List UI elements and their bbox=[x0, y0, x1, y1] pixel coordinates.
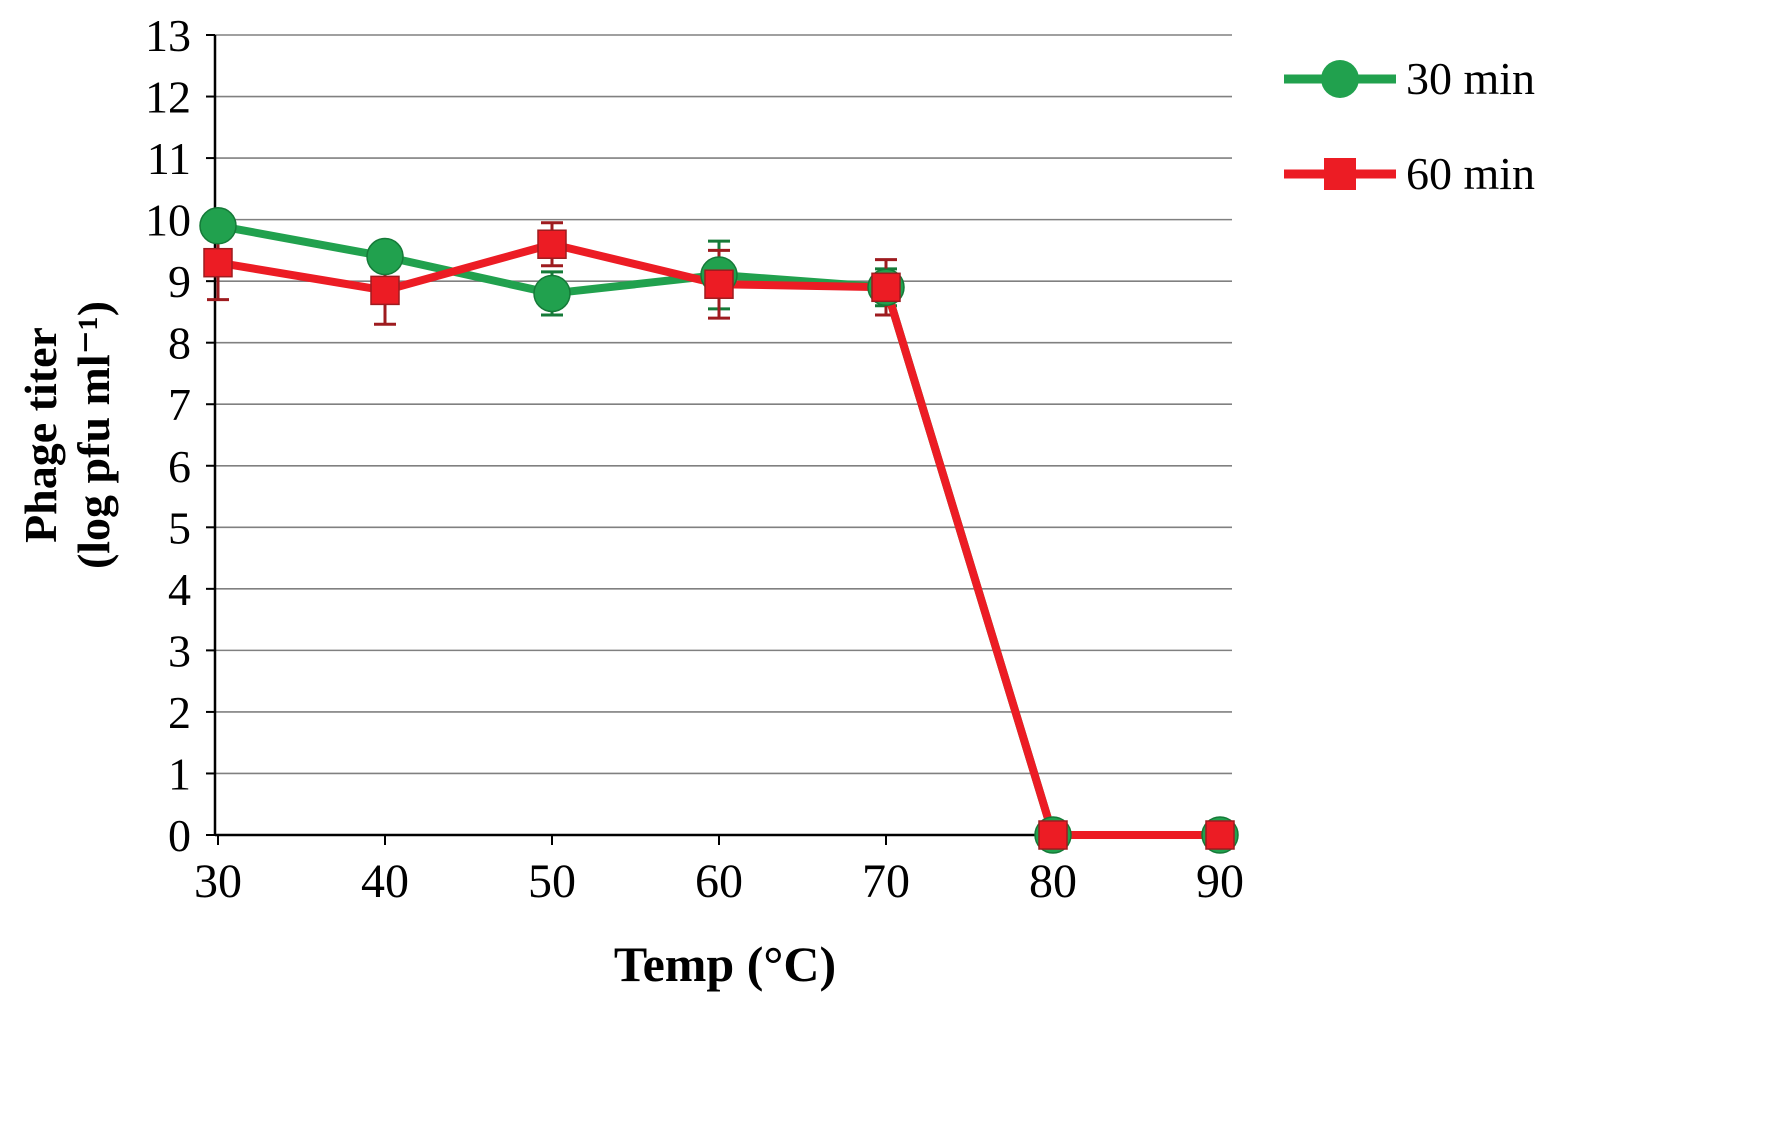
data-point-60-min-30 bbox=[203, 247, 233, 278]
x-tick-label-70: 70 bbox=[862, 855, 910, 908]
y-tick-label-4: 4 bbox=[168, 564, 191, 615]
y-tick-label-7: 7 bbox=[168, 379, 191, 430]
legend-swatch-30min-icon bbox=[1284, 59, 1396, 98]
x-axis-title: Temp (°C) bbox=[613, 936, 837, 992]
legend: 30 min 60 min bbox=[1280, 52, 1535, 200]
legend-swatch-60min-icon bbox=[1284, 157, 1396, 190]
y-axis-title-line2: (log pfu ml⁻¹) bbox=[68, 300, 119, 570]
y-tick-label-10: 10 bbox=[145, 195, 191, 246]
data-point-60-min-60 bbox=[704, 269, 734, 299]
x-tick-label-30: 30 bbox=[194, 855, 242, 908]
x-tick-label-40: 40 bbox=[361, 855, 409, 908]
legend-item-30min: 30 min bbox=[1280, 52, 1535, 105]
x-tick-label-50: 50 bbox=[528, 855, 576, 908]
y-axis-title-line1: Phage titer bbox=[15, 327, 67, 543]
y-tick-label-2: 2 bbox=[168, 687, 191, 738]
y-tick-label-3: 3 bbox=[168, 625, 191, 676]
data-point-60-min-50 bbox=[537, 229, 567, 259]
series-line-60-min bbox=[214, 240, 1224, 839]
legend-label-60min: 60 min bbox=[1406, 148, 1536, 199]
data-point-60-min-40 bbox=[370, 275, 400, 306]
x-tick-label-80: 80 bbox=[1029, 855, 1077, 908]
y-tick-label-1: 1 bbox=[168, 748, 191, 799]
data-point-30-min-30 bbox=[199, 207, 237, 245]
legend-label-30min: 30 min bbox=[1406, 53, 1536, 104]
data-point-60-min-90 bbox=[1205, 820, 1235, 850]
y-tick-label-5: 5 bbox=[168, 502, 191, 553]
legend-item-60min: 60 min bbox=[1280, 147, 1535, 200]
y-tick-label-9: 9 bbox=[168, 256, 191, 307]
data-point-60-min-80 bbox=[1038, 820, 1068, 850]
y-tick-label-8: 8 bbox=[168, 318, 191, 369]
x-tick-label-60: 60 bbox=[695, 855, 743, 908]
y-axis-title: Phage titer (log pfu ml⁻¹) bbox=[15, 301, 121, 569]
x-tick-label-90: 90 bbox=[1196, 855, 1244, 908]
y-tick-label-11: 11 bbox=[147, 133, 191, 184]
data-point-30-min-40 bbox=[366, 237, 404, 276]
y-tick-label-12: 12 bbox=[145, 72, 191, 123]
data-point-30-min-50 bbox=[533, 274, 571, 313]
y-tick-label-0: 0 bbox=[168, 810, 191, 861]
data-point-60-min-70 bbox=[871, 272, 901, 303]
y-tick-label-13: 13 bbox=[145, 10, 191, 61]
y-tick-label-6: 6 bbox=[168, 441, 191, 492]
